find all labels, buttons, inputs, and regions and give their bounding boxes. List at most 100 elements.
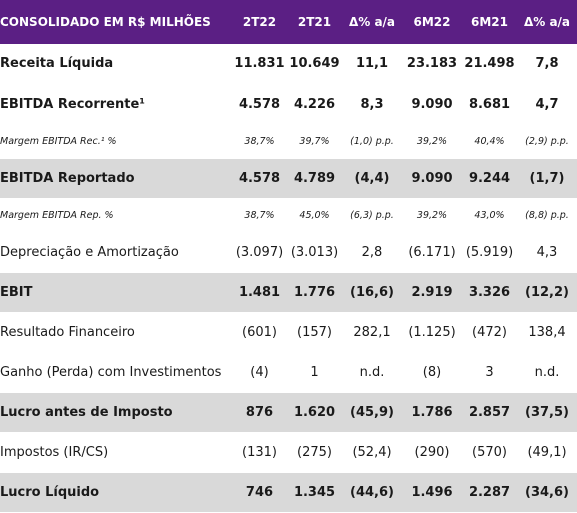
row-label: Margem EBITDA Rep. % [0,209,114,221]
value-cell: (472) [472,324,507,340]
value-cell: (157) [297,324,332,340]
value-cell: 40,4% [474,135,505,147]
value-cell: (1,0) p.p. [350,135,394,147]
value-cell: 8,3 [360,96,384,112]
value-cell: 1.496 [411,484,453,500]
table-row: Impostos (IR/CS) (131) (275) (52,4) (290) (57… [0,432,577,472]
row-label: Lucro Líquido [0,484,100,500]
table-row: Ganho (Perda) com Investimentos (4) 1 n.d. (… [0,352,577,392]
header-cell: 6M22 [413,15,451,29]
value-cell: (3.013) [290,244,339,260]
value-cell: (45,9) [350,404,394,420]
table-row: Lucro Líquido 746 1.345 (44,6) 1.496 2.287 (34… [0,472,577,512]
value-cell: (1.125) [408,324,456,340]
value-cell: 1.620 [293,404,336,420]
value-cell: 4,7 [535,96,559,112]
table-row: EBITDA Reportado 4.578 4.789 (4,4) 9.090 9.24… [0,158,577,198]
value-cell: 9.090 [411,170,453,186]
value-cell: 746 [245,484,274,500]
value-cell: 45,0% [299,209,330,221]
row-label: Margem EBITDA Rec.¹ % [0,135,117,147]
row-label: EBITDA Recorrente¹ [0,96,145,112]
value-cell: 2.287 [468,484,511,500]
value-cell: (601) [242,324,277,340]
value-cell: 39,7% [299,135,330,147]
value-cell: (4,4) [354,170,390,186]
value-cell: 4.578 [238,96,281,112]
value-cell: (8) [422,364,442,380]
value-cell: n.d. [534,364,560,380]
value-cell: 1 [310,364,319,380]
value-cell: 3 [485,364,494,380]
row-label: Lucro antes de Imposto [0,404,173,420]
value-cell: 9.090 [411,96,453,112]
row-label: Receita Líquida [0,56,114,72]
table-row: Lucro antes de Imposto 876 1.620 (45,9) 1.78… [0,392,577,432]
row-label: Resultado Financeiro [0,324,135,340]
value-cell: 1.481 [238,284,281,300]
header-cell: 2T22 [242,15,277,29]
table-row: Resultado Financeiro (601) (157) 282,1 (1.12… [0,312,577,352]
value-cell: 8.681 [468,96,511,112]
header-cell: 6M21 [471,15,508,29]
value-cell: (34,6) [525,484,569,500]
row-label: EBIT [0,284,33,300]
value-cell: 2,8 [361,244,383,260]
value-cell: 4.789 [293,170,336,186]
value-cell: 23.183 [406,56,458,72]
value-cell: 38,7% [244,135,275,147]
value-cell: (131) [242,444,277,460]
value-cell: (44,6) [350,484,394,500]
table-row: EBITDA Recorrente¹ 4.578 4.226 8,3 9.090 8.68… [0,84,577,124]
value-cell: 876 [245,404,274,420]
header-cell: 2T21 [297,15,332,29]
table-row: Margem EBITDA Rep. % 38,7% 45,0% (6,3) p.p.… [0,198,577,232]
value-cell: 4.578 [238,170,281,186]
value-cell: 138,4 [528,324,566,340]
value-cell: (52,4) [352,444,392,460]
value-cell: (275) [297,444,332,460]
value-cell: (570) [472,444,507,460]
value-cell: (6,3) p.p. [350,209,394,221]
table-row: EBIT 1.481 1.776 (16,6) 2.919 3.326 (12,2) [0,272,577,312]
value-cell: 9.244 [468,170,511,186]
value-cell: (4) [250,364,269,380]
value-cell: (290) [414,444,450,460]
value-cell: 11,1 [355,56,389,72]
value-cell: 38,7% [244,209,275,221]
value-cell: 10.649 [289,56,340,72]
value-cell: 1.786 [411,404,453,420]
value-cell: (1,7) [529,170,565,186]
value-cell: 4.226 [293,96,336,112]
table-row: Receita Líquida 11.831 10.649 11,1 23.183 21.… [0,44,577,84]
value-cell: 1.345 [293,484,336,500]
value-cell: 282,1 [353,324,391,340]
value-cell: 7,8 [535,56,559,72]
table-row: Margem EBITDA Rec.¹ % 38,7% 39,7% (1,0) p.p… [0,124,577,158]
value-cell: 11.831 [234,56,285,72]
value-cell: 21.498 [464,56,515,72]
value-cell: 39,2% [416,135,448,147]
value-cell: (5.919) [465,244,514,260]
header-cell: Δ% a/a [523,15,571,29]
value-cell: 2.857 [468,404,511,420]
value-cell: (2,9) p.p. [525,135,569,147]
value-cell: 4,3 [536,244,558,260]
value-cell: (49,1) [527,444,567,460]
value-cell: (8,8) p.p. [525,209,569,221]
header-label-cell: CONSOLIDADO EM R$ MILHÕES [0,15,211,29]
value-cell: 3.326 [468,284,511,300]
value-cell: 1.776 [293,284,336,300]
row-label: Depreciação e Amortização [0,244,179,260]
value-cell: 43,0% [474,209,505,221]
table-body: Receita Líquida 11.831 10.649 11,1 23.183 21.… [0,44,577,512]
value-cell: (6.171) [408,244,456,260]
value-cell: (37,5) [525,404,569,420]
header-cell: Δ% a/a [348,15,396,29]
row-label: Impostos (IR/CS) [0,444,109,460]
row-label: EBITDA Reportado [0,170,135,186]
value-cell: n.d. [359,364,385,380]
value-cell: 39,2% [416,209,448,221]
value-cell: 2.919 [411,284,453,300]
table-row: Depreciação e Amortização (3.097) (3.013) 2… [0,232,577,272]
